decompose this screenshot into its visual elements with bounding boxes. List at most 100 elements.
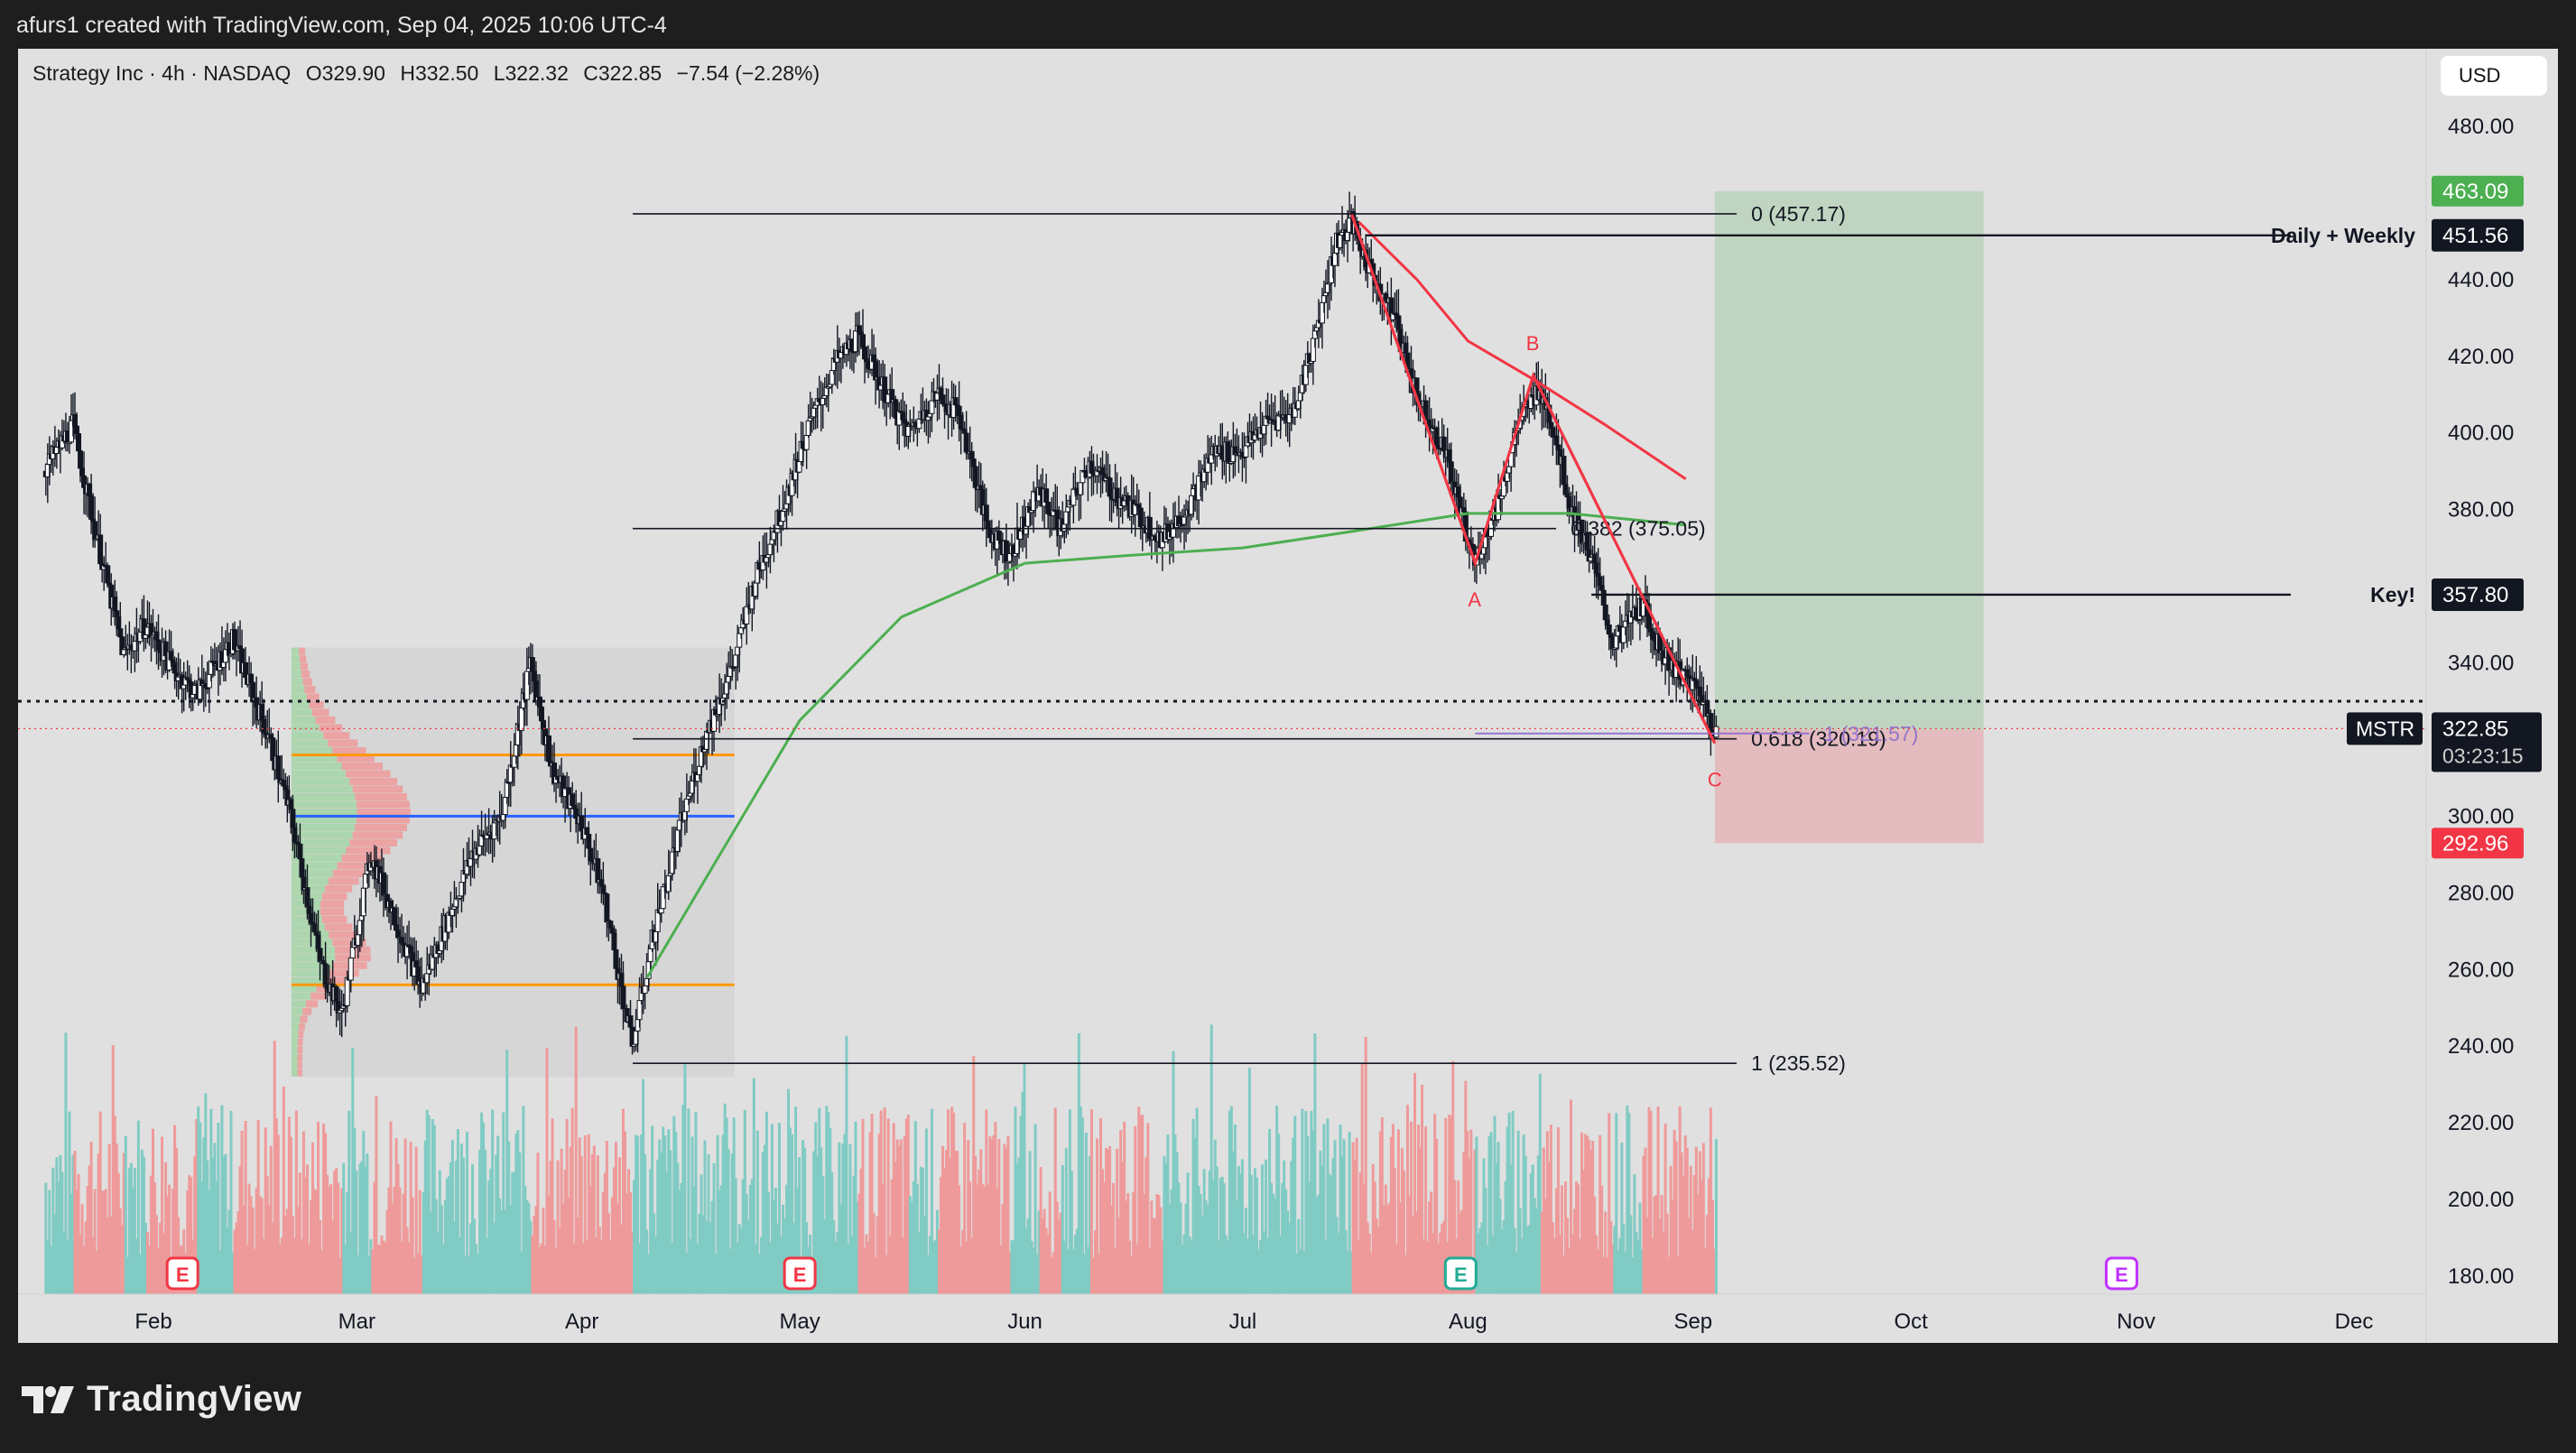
volume-bar [558, 1227, 561, 1294]
volume-bar [465, 1131, 468, 1294]
volume-profile-bar-up [291, 662, 301, 671]
volume-bar [1513, 1227, 1516, 1294]
volume-bar [278, 1245, 282, 1294]
volume-bar [1148, 1247, 1152, 1294]
volume-bar [292, 1237, 296, 1294]
volume-bar [712, 1162, 716, 1294]
candle-down [1441, 436, 1447, 452]
volume-bar [1422, 1238, 1426, 1294]
volume-bar [255, 1188, 258, 1294]
volume-bar [1405, 1105, 1409, 1294]
volume-bar [1696, 1194, 1700, 1294]
volume-bar [247, 1183, 251, 1294]
volume-bar [425, 1109, 429, 1294]
volume-bar [987, 1184, 990, 1294]
volume-bar [159, 1222, 162, 1294]
volume-bar [1095, 1138, 1098, 1294]
volume-bar [438, 1170, 441, 1294]
volume-bar [1150, 1200, 1154, 1294]
volume-profile-bar-down [306, 693, 320, 701]
volume-bar [783, 1217, 787, 1294]
volume-bar [1046, 1234, 1050, 1294]
volume-profile-bar-down [332, 939, 366, 947]
volume-bar [561, 1203, 565, 1294]
volume-bar [188, 1175, 191, 1294]
volume-bar [303, 1177, 307, 1294]
volume-bar [480, 1112, 484, 1294]
volume-bar [1141, 1115, 1144, 1294]
volume-bar [1663, 1123, 1667, 1294]
volume-bar [127, 1168, 131, 1294]
volume-bar [1251, 1235, 1255, 1294]
volume-bar [779, 1236, 783, 1294]
volume-bar [1351, 1142, 1355, 1294]
price-chart[interactable]: 0 (457.17)0.382 (375.05)0.618 (320.19)1 … [18, 49, 2558, 1343]
volume-bar [486, 1237, 489, 1294]
volume-bar [57, 1181, 60, 1294]
volume-bar [1626, 1105, 1629, 1294]
volume-bar [467, 1255, 470, 1294]
candle-up [642, 985, 648, 995]
volume-bar [313, 1189, 317, 1294]
volume-bar [1515, 1252, 1518, 1294]
volume-bar [338, 1257, 342, 1294]
volume-bar [1631, 1257, 1635, 1294]
volume-bar [919, 1166, 922, 1294]
volume-bar [890, 1179, 894, 1294]
volume-bar [1527, 1225, 1531, 1294]
volume-bar [572, 1243, 576, 1294]
volume-bar [1270, 1182, 1274, 1294]
volume-bar [1586, 1135, 1589, 1294]
volume-bar [84, 1221, 88, 1294]
volume-bar [186, 1190, 190, 1294]
volume-bar [133, 1168, 136, 1294]
volume-bar [1137, 1106, 1141, 1294]
moving-average-green [645, 512, 1686, 978]
volume-bar [335, 1168, 338, 1294]
volume-profile-bar-down [305, 1000, 319, 1008]
volume-bar [921, 1167, 924, 1294]
volume-profile-bar-up [291, 816, 357, 824]
volume-bar [950, 1106, 954, 1294]
volume-profile-bar-down [329, 930, 360, 939]
volume-bar [1644, 1147, 1647, 1294]
volume-bar [360, 1161, 364, 1294]
volume-profile-bar-down [300, 662, 308, 671]
fib-level-label: 0 (457.17) [1751, 202, 1846, 226]
volume-bar [551, 1118, 554, 1294]
volume-bar [899, 1139, 903, 1294]
volume-bar [552, 1219, 556, 1294]
volume-bar [1459, 1213, 1462, 1294]
volume-bar [262, 1238, 265, 1294]
volume-bar [1674, 1141, 1678, 1294]
volume-bar [772, 1199, 775, 1294]
volume-bar [761, 1152, 764, 1294]
volume-profile-bar-up [291, 1023, 300, 1031]
volume-bar [1313, 1033, 1317, 1294]
volume-bar [1391, 1124, 1395, 1294]
volume-bar [153, 1182, 156, 1294]
volume-bar [522, 1106, 525, 1294]
volume-bar [513, 1171, 516, 1294]
price-axis-tick: 240.00 [2448, 1034, 2514, 1059]
volume-bar [1376, 1226, 1380, 1294]
chart-panel[interactable]: 0 (457.17) 0.382 (375.05) 0.618 (320.19) 1 … [18, 49, 2558, 1343]
volume-bar [253, 1248, 256, 1294]
volume-bar [149, 1175, 153, 1294]
volume-bar [1529, 1172, 1533, 1294]
volume-bar [1177, 1182, 1181, 1294]
volume-bar [578, 1137, 581, 1294]
candle-down [940, 394, 946, 404]
volume-bar [1433, 1114, 1437, 1294]
volume-profile-bar-up [291, 746, 333, 754]
volume-bar [450, 1140, 454, 1294]
volume-bar [200, 1181, 204, 1294]
volume-bar [411, 1197, 414, 1294]
volume-bar [1050, 1256, 1053, 1294]
volume-profile-bar-up [291, 939, 333, 947]
currency-button[interactable]: USD [2441, 56, 2547, 96]
volume-bar [945, 1150, 949, 1294]
price-tag-label: 451.56 [2442, 224, 2508, 248]
volume-profile-bar-down [337, 754, 375, 763]
volume-bar [1638, 1202, 1642, 1294]
